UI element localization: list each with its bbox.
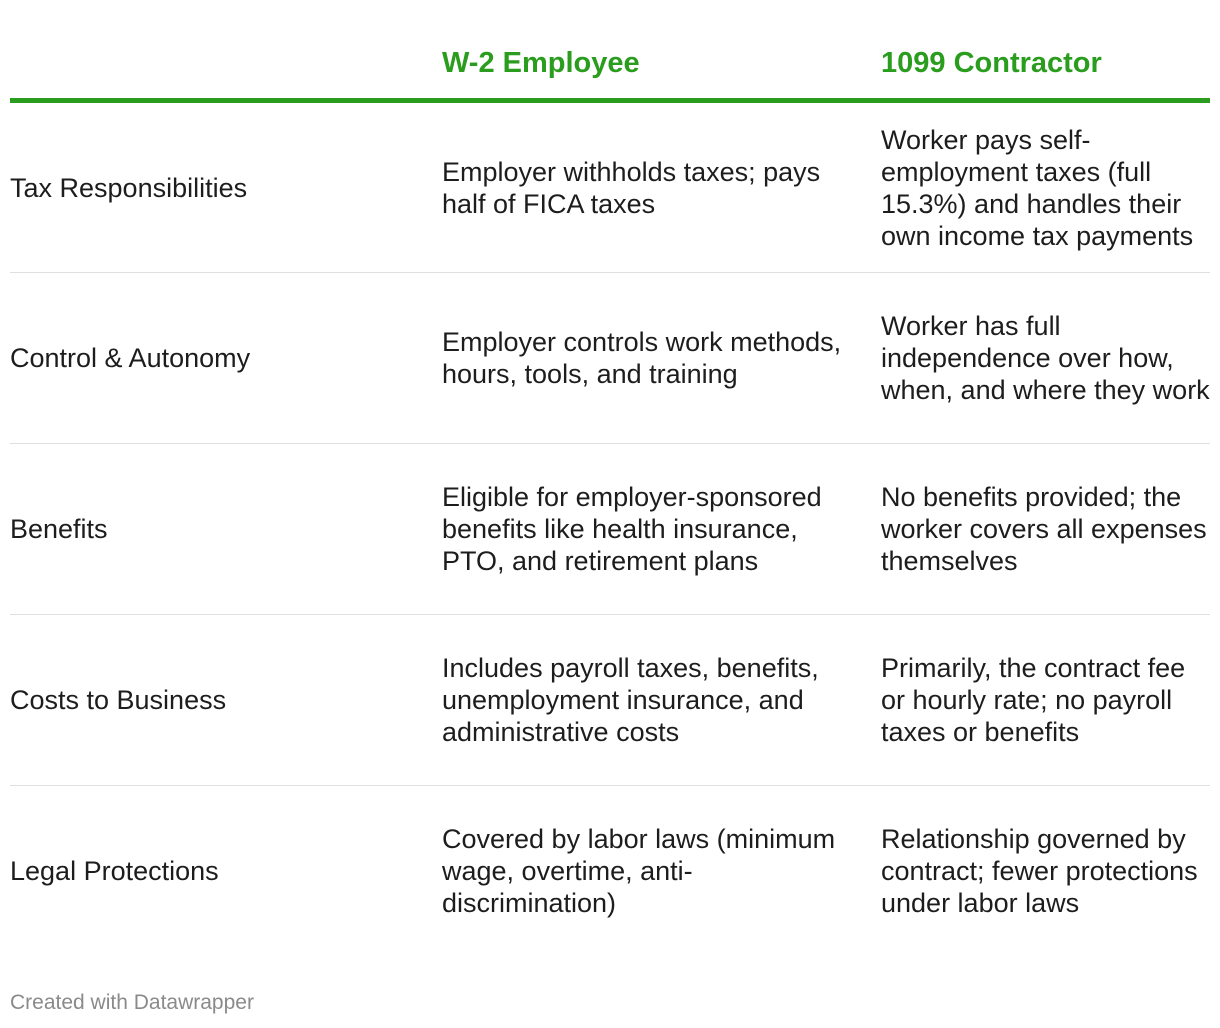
contractor-cell: No benefits provided; the worker covers … xyxy=(881,482,1207,576)
contractor-cell: Worker has full independence over how, w… xyxy=(881,311,1210,405)
w2-cell: Employer withholds taxes; pays half of F… xyxy=(442,156,821,219)
comparison-table: W-2 Employee 1099 Contractor Tax Respons… xyxy=(10,0,1210,956)
w2-cell: Employer controls work methods, hours, t… xyxy=(442,327,842,389)
contractor-cell: Relationship governed by contract; fewer… xyxy=(881,824,1198,918)
row-label: Costs to Business xyxy=(10,685,227,715)
table-header: W-2 Employee 1099 Contractor xyxy=(10,0,1210,98)
w2-cell: Eligible for employer-sponsored benefits… xyxy=(442,482,822,576)
w2-cell: Includes payroll taxes, benefits, unempl… xyxy=(442,653,819,747)
contractor-cell: Primarily, the contract fee or hourly ra… xyxy=(881,653,1186,747)
row-label: Control & Autonomy xyxy=(10,343,251,373)
column-header-1099: 1099 Contractor xyxy=(881,47,1102,79)
table-row: Costs to Business Includes payroll taxes… xyxy=(10,615,1210,786)
row-label: Tax Responsibilities xyxy=(10,172,248,203)
column-header-w2: W-2 Employee xyxy=(442,47,640,79)
table-row: Benefits Eligible for employer-sponsored… xyxy=(10,444,1210,615)
table-row: Control & Autonomy Employer controls wor… xyxy=(10,273,1210,444)
w2-cell: Covered by labor laws (minimum wage, ove… xyxy=(442,824,836,918)
row-label: Benefits xyxy=(10,514,108,544)
header-divider xyxy=(10,98,1210,103)
table-row: Tax Responsibilities Employer withholds … xyxy=(10,103,1210,273)
table-row: Legal Protections Covered by labor laws … xyxy=(10,786,1210,956)
datawrapper-credit: Created with Datawrapper xyxy=(10,991,254,1014)
row-label: Legal Protections xyxy=(10,856,219,886)
contractor-cell: Worker pays self-employment taxes (full … xyxy=(881,124,1194,251)
